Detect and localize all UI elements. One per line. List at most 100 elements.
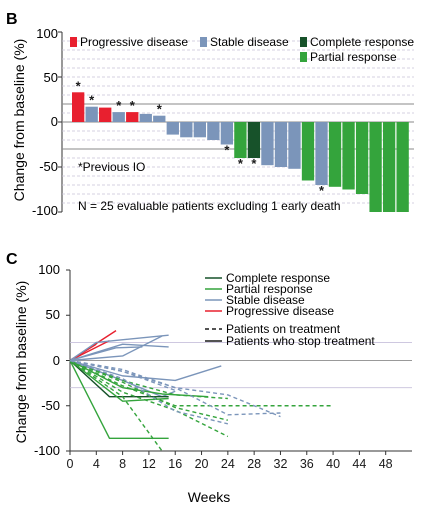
panel-b-bar <box>112 112 125 122</box>
panel-b-bar <box>72 92 85 122</box>
panel-b-bar <box>126 112 139 122</box>
panel-c-series-line <box>69 359 228 400</box>
panel-c-x-tick-label: 4 <box>93 457 100 471</box>
panel-c-x-tick-label: 16 <box>168 457 182 471</box>
panel-b-footnote: N = 25 evaluable patients excluding 1 ea… <box>78 199 341 213</box>
panel-b-letter: B <box>6 11 18 28</box>
panel-b-bar <box>301 122 315 181</box>
panel-c-reference-lines <box>70 341 412 389</box>
panel-b-bar <box>220 122 234 145</box>
legend-label-partial: Partial response <box>310 50 397 64</box>
panel-c-x-tick-label: 40 <box>326 457 340 471</box>
panel-c-ytick-neg50: -50 <box>41 398 60 413</box>
panel-b-ytick-neg50: -50 <box>39 159 58 174</box>
panel-b-bar <box>207 122 220 140</box>
panel-b-bars: * * * * * * * * * <box>72 78 409 212</box>
panel-b-bar <box>180 122 193 138</box>
panel-b-previous-io-note: *Previous IO <box>78 160 145 174</box>
panel-c-x-tick-label: 48 <box>379 457 393 471</box>
panel-b-bar <box>288 122 301 169</box>
legend-swatch-progressive <box>70 37 77 47</box>
panel-b-previous-io-marker: * <box>224 143 230 158</box>
panel-c-x-tick-label: 24 <box>221 457 235 471</box>
panel-b-bar <box>382 122 396 212</box>
panel-b-previous-io-marker: * <box>130 98 136 113</box>
legend-c-label-progressive: Progressive disease <box>226 304 334 318</box>
panel-b-bar <box>85 106 98 122</box>
panel-c-series-line <box>69 359 229 438</box>
legend-c-label-partial: Partial response <box>226 282 313 296</box>
panel-c-series-line <box>69 359 229 425</box>
panel-b-ylabel: Change from baseline (%) <box>11 39 27 202</box>
panel-b-previous-io-marker: * <box>116 98 122 113</box>
panel-b-bar <box>396 122 409 212</box>
panel-b-y-ticks: 100 50 0 -50 -100 <box>32 26 58 218</box>
panel-c-x-tick-label: 12 <box>142 457 156 471</box>
panel-b-bar <box>369 122 382 212</box>
panel-c-x-tick-label: 28 <box>247 457 261 471</box>
panel-b-previous-io-marker: * <box>251 156 257 171</box>
legend-c-label-stop-treatment: Patients who stop treatment <box>226 334 375 348</box>
panel-c-letter: C <box>6 251 18 268</box>
legend-label-complete: Complete response <box>310 35 414 49</box>
legend-c-label-on-treatment: Patients on treatment <box>226 322 341 336</box>
legend-c-label-stable: Stable disease <box>226 293 305 307</box>
panel-c-x-ticks: 0 4 8 12 16 20 24 28 32 36 40 44 48 <box>67 451 393 471</box>
panel-b-bar <box>274 122 288 167</box>
panel-c-series-line <box>69 359 334 407</box>
panel-c-x-tick-label: 44 <box>352 457 366 471</box>
panel-c-x-tick-label: 8 <box>119 457 126 471</box>
panel-c-lines <box>69 330 334 452</box>
panel-c-ytick-0: 0 <box>53 353 60 368</box>
panel-c-xlabel: Weeks <box>188 489 231 505</box>
panel-c-x-tick-label: 36 <box>300 457 314 471</box>
panel-c-x-tick-label: 0 <box>67 457 74 471</box>
panel-b-bar <box>247 122 261 158</box>
panel-c-series-line <box>69 334 169 362</box>
legend-label-progressive: Progressive disease <box>80 35 188 49</box>
panel-c-ytick-neg100: -100 <box>34 443 60 458</box>
legend-swatch-stable <box>200 37 207 47</box>
panel-c-legend: Complete response Partial response Stabl… <box>205 271 375 348</box>
panel-b-previous-io-marker: * <box>238 156 244 171</box>
panel-c-y-ticks: 100 50 0 -50 -100 <box>34 262 60 458</box>
panel-b-bar <box>234 122 247 158</box>
panel-b-previous-io-marker: * <box>89 93 95 108</box>
panel-b-legend: Progressive disease Stable disease Compl… <box>70 35 414 64</box>
panel-b-ytick-100: 100 <box>36 26 58 41</box>
panel-b-bar <box>315 122 328 185</box>
panel-c-x-tick-label: 32 <box>274 457 288 471</box>
panel-b-bar <box>355 122 369 194</box>
panel-c-series-line <box>69 346 143 362</box>
panel-c-ylabel: Change from baseline (%) <box>13 281 29 444</box>
panel-b-bar <box>166 122 179 135</box>
panel-b-bar <box>328 122 342 187</box>
panel-b-bar <box>153 115 166 122</box>
panel-c-ytick-50: 50 <box>46 307 60 322</box>
panel-c-series-line <box>69 359 169 398</box>
panel-b-previous-io-marker: * <box>76 78 82 93</box>
panel-b-previous-io-marker: * <box>319 183 325 198</box>
panel-b-previous-io-marker: * <box>157 102 163 117</box>
panel-b-bar <box>261 122 274 166</box>
panel-c-series-line <box>69 335 163 362</box>
panel-c-series-line <box>69 359 222 382</box>
panel-b-ytick-0: 0 <box>51 114 58 129</box>
panel-c-series-line <box>69 359 169 402</box>
legend-swatch-complete <box>300 37 307 47</box>
legend-label-stable: Stable disease <box>210 35 289 49</box>
panel-c-series-line <box>69 359 281 416</box>
panel-b-bar <box>342 122 355 190</box>
panel-c-series-line <box>69 359 163 452</box>
legend-swatch-partial <box>300 52 307 62</box>
panel-c-ytick-100: 100 <box>38 262 60 277</box>
panel-b-bar <box>139 113 152 122</box>
legend-c-label-complete: Complete response <box>226 271 330 285</box>
panel-b-ytick-50: 50 <box>44 70 58 85</box>
panel-b-bar <box>99 107 112 122</box>
panel-c-series-line <box>69 360 169 440</box>
panel-b-ytick-neg100: -100 <box>32 203 58 218</box>
panel-c-x-tick-label: 20 <box>195 457 209 471</box>
